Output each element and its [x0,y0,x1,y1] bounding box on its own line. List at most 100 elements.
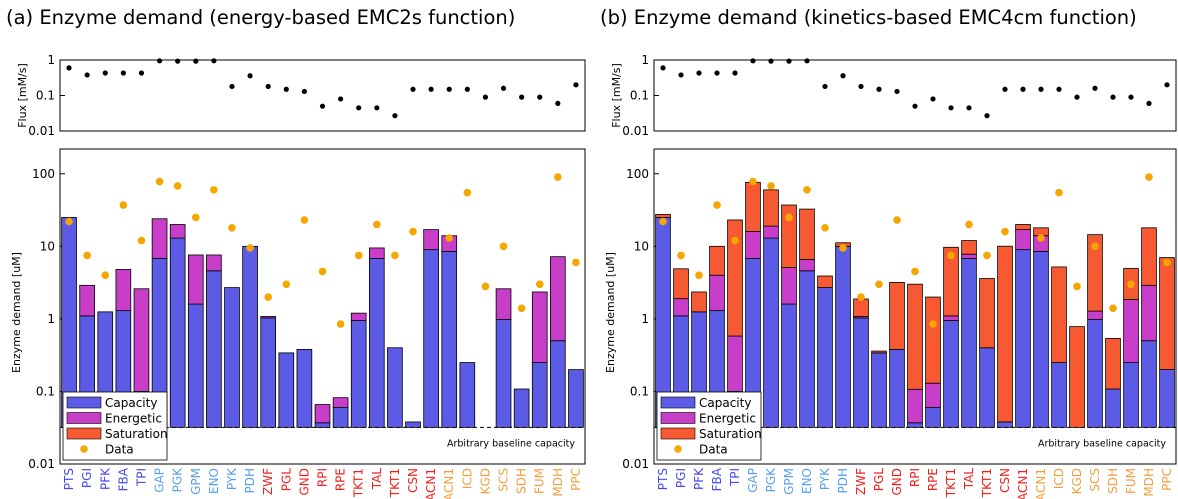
saturation-bar [925,296,941,384]
energetic-bar [350,312,367,321]
legend-label: Energetic [105,412,162,426]
data-point [191,213,200,222]
flux-point [66,65,72,71]
energetic-bar [799,259,815,272]
capacity-bar [763,237,779,428]
energetic-bar [133,288,150,392]
capacity-bar [568,369,584,428]
demand-ylabel: Enzyme demand [uM] [604,252,617,373]
energetic-bar [169,224,186,239]
flux-point [193,58,199,64]
energetic-bar [745,231,761,259]
capacity-bar [350,320,367,428]
flux-point [500,85,507,91]
capacity-bar [889,348,905,428]
data-point [785,213,793,222]
legend-swatch-capacity [660,396,696,409]
category-label: PDH [243,468,257,494]
capacity-bar [260,317,277,428]
category-label: PGK [764,467,778,493]
category-label: KGD [1070,468,1084,494]
capacity-bar [1105,388,1121,428]
category-label: ACN1 [1016,468,1030,499]
legend-swatch-saturation [66,427,102,440]
saturation-bar [655,214,671,218]
category-label: PGI [674,468,688,488]
data-point [210,186,218,194]
category-label: ACN1 [424,468,438,499]
flux-point [446,86,452,92]
category-label: SCS [497,468,511,492]
category-label: GPM [782,468,796,495]
saturation-bar [817,275,833,288]
data-point [1145,173,1153,181]
data-point [391,251,399,260]
flux-point [84,72,90,78]
flux-point [786,58,792,64]
data-point [839,244,847,252]
data-point [767,182,775,190]
category-label: PPC [1160,468,1174,491]
flux-point [804,58,810,64]
flux-point [338,96,344,102]
capacity-bar [817,287,833,428]
capacity-bar [423,249,439,428]
category-label: GAP [153,468,167,493]
category-label: ZWF [261,468,275,495]
category-label: TKT1 [388,468,402,498]
category-label: ACN1 [442,468,456,499]
data-point [463,188,472,197]
data-point [572,258,580,267]
data-point [893,216,901,224]
data-point [1091,242,1099,251]
category-label: MDH [1142,468,1156,497]
capacity-bar [997,421,1013,428]
capacity-bar [871,352,887,428]
category-label: ENO [800,468,814,494]
saturation-bar [745,182,761,232]
category-label: PFK [692,467,706,490]
flux-tick-label: 1 [641,53,649,67]
capacity-bar [1051,362,1067,428]
data-point [929,320,937,328]
data-point [1001,227,1009,236]
legend-label: Energetic [699,412,756,426]
flux-point [211,58,217,64]
data-point [65,217,73,226]
flux-point [966,105,972,111]
energetic-bar [495,288,512,320]
flux-point [175,58,181,64]
flux-point [356,105,362,111]
legend-label: Capacity [699,396,751,410]
category-label: TPI [134,468,148,487]
flux-point [1128,94,1134,100]
data-point [228,224,236,232]
flux-point [1038,86,1044,92]
data-point [965,220,973,229]
flux-point [1146,100,1152,106]
capacity-bar [835,245,851,428]
flux-point [1074,94,1080,100]
capacity-bar [441,251,458,428]
category-label: MDH [551,468,565,497]
saturation-bar [1159,257,1175,371]
category-label: PYK [225,467,239,490]
flux-point [984,113,990,119]
saturation-bar [781,204,797,268]
flux-tick-label: 0.01 [622,124,649,138]
capacity-bar [1123,362,1139,428]
category-label: FUM [533,468,547,494]
data-point [481,282,490,291]
category-label: FBA [710,467,724,491]
energetic-bar [151,218,168,259]
category-label: RPI [316,468,330,487]
flux-point [930,96,936,102]
data-point [535,280,544,289]
capacity-bar [513,388,530,428]
demand-axes-box [59,148,586,465]
category-label: ZWF [854,468,868,495]
flux-point [858,83,864,90]
saturation-bar [943,246,959,317]
flux-point [750,58,756,64]
